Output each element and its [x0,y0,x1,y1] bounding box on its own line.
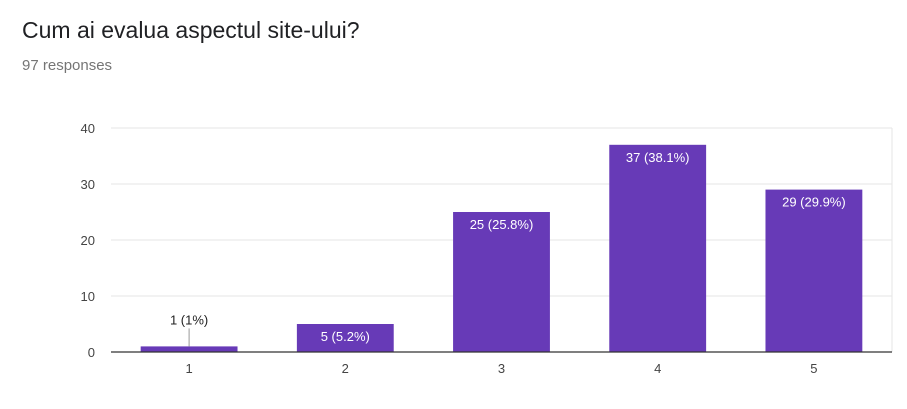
bar-5[interactable] [765,189,863,352]
data-label: 1 (1%) [170,312,208,327]
x-tick-label: 4 [654,361,661,376]
bar-1[interactable] [140,346,238,352]
bars [140,144,863,352]
question-title: Cum ai evalua aspectul site-ului? [22,17,360,43]
data-label: 25 (25.8%) [470,217,534,232]
data-label: 37 (38.1%) [626,150,690,165]
x-axis-tick-labels: 1 2 3 4 5 [185,361,817,376]
y-tick-label: 40 [81,121,95,136]
data-labels: 1 (1%) 5 (5.2%) 25 (25.8%) 37 (38.1%) 29 (29… [170,150,846,347]
data-label: 5 (5.2%) [321,329,370,344]
x-tick-label: 2 [342,361,349,376]
y-tick-label: 10 [81,289,95,304]
x-tick-label: 3 [498,361,505,376]
x-tick-label: 5 [810,361,817,376]
y-tick-label: 20 [81,233,95,248]
response-count: 97 responses [22,57,113,74]
bar-2[interactable] [296,324,394,352]
y-axis-tick-labels: 0 10 20 30 40 [81,121,95,360]
data-label: 29 (29.9%) [782,195,846,210]
bar-4[interactable] [609,144,707,352]
y-tick-label: 30 [81,177,95,192]
x-tick-label: 1 [185,361,192,376]
y-tick-label: 0 [88,345,95,360]
bar-3[interactable] [453,212,550,352]
